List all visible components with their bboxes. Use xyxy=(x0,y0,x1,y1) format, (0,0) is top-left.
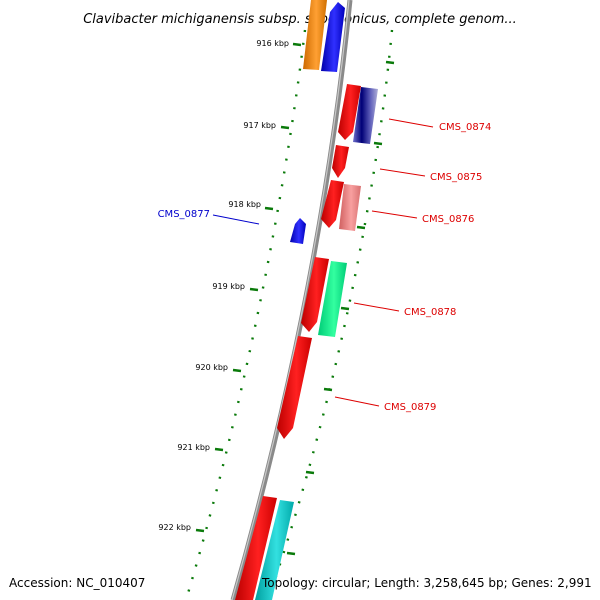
gene-label[interactable]: CMS_0879 xyxy=(384,402,436,413)
map-title: Clavibacter michiganensis subsp. sepedon… xyxy=(83,12,517,27)
gene-feature-cms-0875[interactable] xyxy=(332,145,349,178)
kbp-label: 919 kbp xyxy=(212,282,245,291)
scale-tick xyxy=(280,125,290,130)
scale-tick xyxy=(292,42,302,47)
gene-feature-cms-0876[interactable] xyxy=(321,180,344,228)
genome-summary-text: Topology: circular; Length: 3,258,645 bp… xyxy=(261,576,592,590)
scale-tick xyxy=(214,447,224,452)
kbp-label: 922 kbp xyxy=(158,523,191,532)
gene-feature-green[interactable] xyxy=(318,261,347,337)
accession-text: Accession: NC_010407 xyxy=(9,576,145,590)
gene-feature-cms-0877[interactable] xyxy=(290,218,306,244)
gene-feature-navy[interactable] xyxy=(353,87,378,144)
inner-guide-track xyxy=(184,29,307,600)
kbp-labels: 916 kbp 917 kbp 918 kbp 919 kbp 920 kbp … xyxy=(158,39,289,532)
gene-label[interactable]: CMS_0875 xyxy=(430,172,482,183)
kbp-label: 920 kbp xyxy=(195,363,228,372)
gene-label[interactable]: CMS_0878 xyxy=(404,307,456,318)
gene-connectors xyxy=(212,118,434,407)
kbp-label: 917 kbp xyxy=(243,121,276,130)
gene-feature-orange[interactable] xyxy=(303,0,327,70)
gene-label[interactable]: CMS_0877 xyxy=(158,209,210,220)
gene-feature-cms-0879[interactable] xyxy=(277,336,312,439)
kbp-label: 918 kbp xyxy=(228,200,261,209)
scale-ticks xyxy=(195,42,302,533)
scale-tick xyxy=(249,287,259,292)
gene-label[interactable]: CMS_0874 xyxy=(439,122,491,133)
gene-labels: CMS_0874 CMS_0875 CMS_0876 CMS_0877 CMS_… xyxy=(158,122,492,413)
kbp-label: 916 kbp xyxy=(256,39,289,48)
genome-backbone xyxy=(230,0,353,600)
gene-feature-cyan[interactable] xyxy=(255,500,294,600)
gene-feature-cms-0874[interactable] xyxy=(338,84,361,140)
gene-feature-blue-top[interactable] xyxy=(321,2,345,72)
scale-tick xyxy=(232,368,242,373)
gene-feature-salmon[interactable] xyxy=(339,184,361,231)
gene-feature-red-bottom[interactable] xyxy=(235,496,277,600)
gene-feature-cms-0878[interactable] xyxy=(301,257,329,332)
outer-scale-ticks xyxy=(286,60,395,556)
scale-tick xyxy=(195,528,205,533)
gene-label[interactable]: CMS_0876 xyxy=(422,214,474,225)
kbp-label: 921 kbp xyxy=(177,443,210,452)
gene-features xyxy=(235,0,378,600)
scale-tick xyxy=(264,206,274,211)
